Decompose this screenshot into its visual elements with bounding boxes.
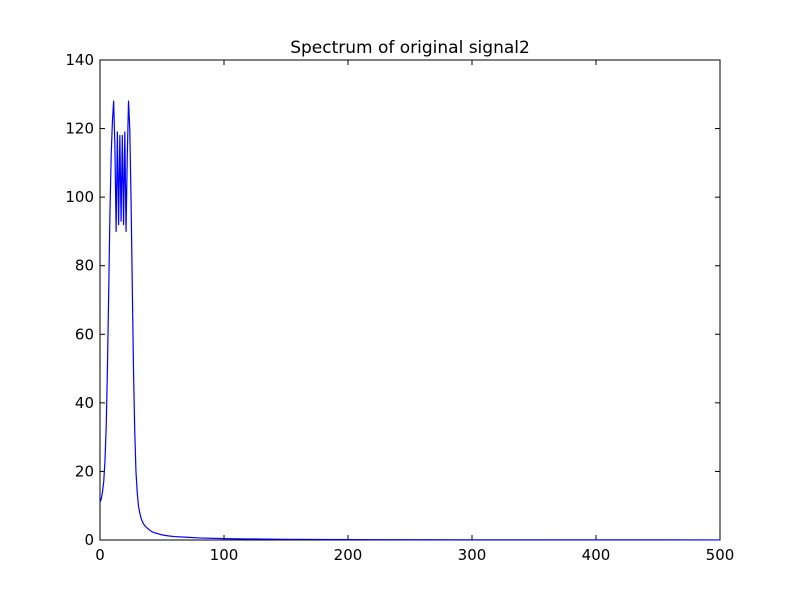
y-tick-label: 100 [65, 188, 94, 206]
y-tick-label: 0 [84, 531, 94, 549]
x-tick-label: 0 [95, 546, 105, 564]
y-tick-label: 40 [75, 394, 94, 412]
plot-frame [99, 59, 721, 541]
axis-ticks: 0 100 200 300 400 500 0 20 40 60 80 100 120 140 [65, 51, 734, 564]
series-line [99, 100, 721, 541]
x-tick-label: 400 [582, 546, 611, 564]
x-tick-label: 300 [458, 546, 487, 564]
x-tick-label: 100 [210, 546, 239, 564]
series-group [99, 100, 721, 541]
y-tick-label: 120 [65, 120, 94, 138]
chart-title: Spectrum of original signal2 [290, 38, 530, 58]
y-tick-label: 80 [75, 257, 94, 275]
y-tick-label: 20 [75, 462, 94, 480]
x-tick-label: 500 [706, 546, 735, 564]
y-tick-label: 60 [75, 325, 94, 343]
x-tick-label: 200 [334, 546, 363, 564]
y-tick-label: 140 [65, 51, 94, 69]
